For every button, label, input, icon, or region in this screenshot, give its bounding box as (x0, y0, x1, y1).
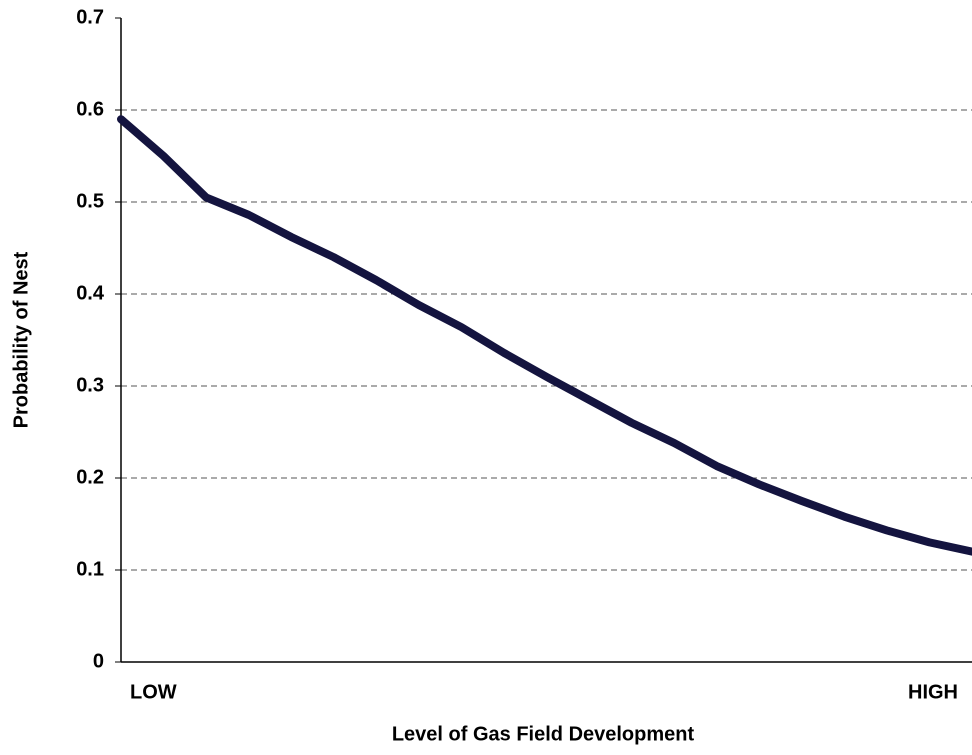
y-tick-label: 0.1 (76, 558, 104, 580)
y-tick-label: 0.2 (76, 466, 104, 488)
y-tick-label: 0.5 (76, 190, 104, 212)
x-tick-label: HIGH (908, 681, 958, 703)
y-tick-label: 0.7 (76, 6, 104, 28)
y-tick-label: 0.3 (76, 374, 104, 396)
y-tick-label: 0.6 (76, 98, 104, 120)
y-tick-label: 0.4 (76, 282, 105, 304)
y-axis-title: Probability of Nest (10, 251, 32, 428)
y-tick-label: 0 (93, 650, 104, 672)
x-tick-label: LOW (130, 681, 177, 703)
x-axis-title: Level of Gas Field Development (392, 723, 695, 745)
series-line (117, 115, 972, 556)
